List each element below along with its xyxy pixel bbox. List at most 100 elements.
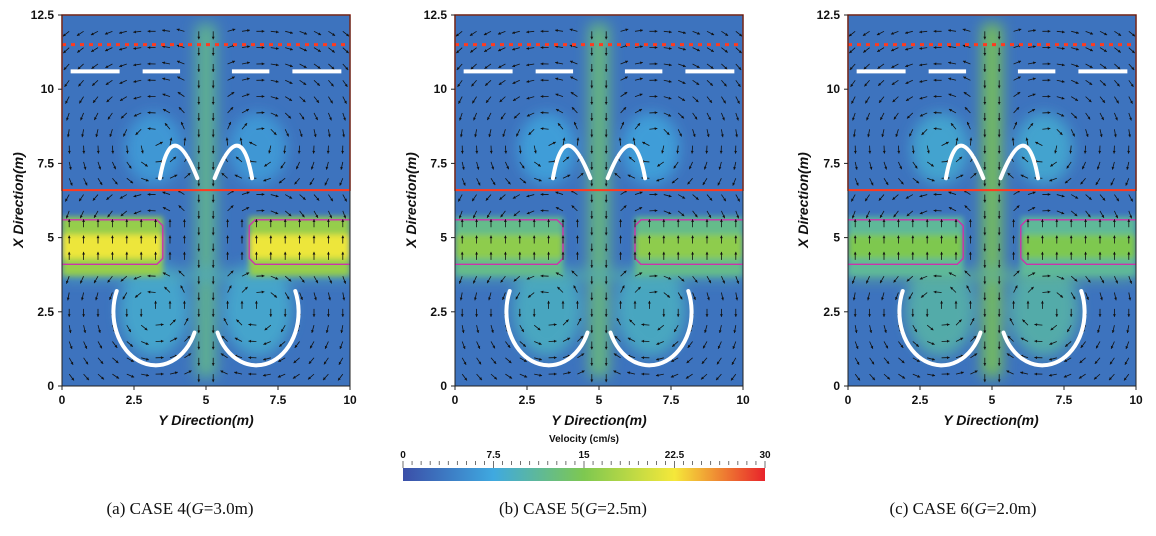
vector-arrowhead xyxy=(244,286,248,290)
opening-outline xyxy=(848,219,964,266)
vector-arrowhead xyxy=(997,265,1001,268)
vector-arrowhead xyxy=(621,121,625,125)
y-axis-label: X Direction(m) xyxy=(403,152,419,249)
vector-arrowhead xyxy=(70,361,74,365)
vector-arrowhead xyxy=(633,235,637,239)
vector-arrowhead xyxy=(997,167,1001,170)
vector-arrowhead xyxy=(948,191,952,195)
vector-arrowhead xyxy=(604,85,608,89)
vector-arrowhead xyxy=(604,281,608,285)
vector-arrowhead xyxy=(65,100,68,104)
colorbar-tick-label: 0 xyxy=(400,450,406,461)
vector-arrowhead xyxy=(109,297,112,300)
vector-arrowhead xyxy=(220,353,224,357)
vector-arrowhead xyxy=(182,235,186,239)
vector-arrowhead xyxy=(676,314,680,317)
vector-arrowhead xyxy=(902,375,906,379)
vector-arrowhead xyxy=(1116,83,1120,87)
vector-arrowhead xyxy=(1055,235,1059,239)
vector-arrowhead xyxy=(557,123,561,127)
vector-arrowhead xyxy=(326,219,330,222)
vector-arrowhead xyxy=(962,60,966,64)
vector-arrowhead xyxy=(197,183,201,187)
vector-arrowhead xyxy=(604,363,608,366)
vector-arrowhead xyxy=(114,344,118,348)
vector-arrowhead xyxy=(916,359,920,362)
vector-arrowhead xyxy=(211,216,215,219)
vector-arrowhead xyxy=(232,60,236,64)
vector-arrowhead xyxy=(983,314,987,317)
vector-arrowhead xyxy=(983,53,987,56)
vector-arrowhead xyxy=(946,356,950,360)
y-tick-label: 7.5 xyxy=(430,156,447,170)
vector-arrowhead xyxy=(940,219,944,222)
vector-arrowhead xyxy=(269,235,273,239)
vector-arrowhead xyxy=(647,235,651,239)
upper-arrow xyxy=(943,143,986,181)
vector-arrowhead xyxy=(105,65,109,68)
vector-arrowhead xyxy=(197,53,201,56)
vector-arrowhead xyxy=(503,251,507,255)
vector-arrowhead xyxy=(1098,219,1102,222)
upper-arrow xyxy=(157,143,200,181)
vector-arrowhead xyxy=(522,343,526,347)
vector-arrowhead xyxy=(590,118,594,121)
vector-arrowhead xyxy=(964,205,968,209)
vector-arrowhead xyxy=(856,361,860,365)
vector-arrowhead xyxy=(317,49,321,52)
panel-case-4: X Direction(m) Y Direction(m) (a) CASE 4… xyxy=(10,8,357,518)
vector-arrowhead xyxy=(133,276,137,280)
vector-arrowhead xyxy=(1111,330,1115,333)
vector-arrowhead xyxy=(672,343,676,347)
vector-arrowhead xyxy=(900,344,904,348)
vector-arrowhead xyxy=(323,361,327,365)
vector-arrowhead xyxy=(532,219,536,222)
vector-arrowhead xyxy=(538,178,542,182)
vector-arrowhead xyxy=(459,134,463,138)
vector-arrowhead xyxy=(571,107,575,111)
vector-arrowhead xyxy=(280,165,284,169)
vector-arrowhead xyxy=(473,117,476,121)
vector-arrowhead xyxy=(85,361,89,365)
vector-arrowhead xyxy=(498,65,502,68)
vector-arrowhead xyxy=(553,339,557,343)
vector-arrowhead xyxy=(92,197,96,201)
vortex-zone-lower xyxy=(1009,261,1079,357)
vector-arrowhead xyxy=(1110,182,1114,186)
vector-arrowhead xyxy=(1006,353,1010,357)
velocity-vectors xyxy=(62,28,350,383)
vector-arrowhead xyxy=(261,95,265,98)
vector-arrowhead xyxy=(654,290,658,294)
vector-arrowhead xyxy=(455,33,459,37)
vector-arrowhead xyxy=(68,166,72,170)
vector-arrowhead xyxy=(341,150,345,154)
vector-arrowhead xyxy=(168,300,172,304)
vector-arrowhead xyxy=(1102,99,1105,103)
vector-arrowhead xyxy=(185,318,189,322)
vector-arrowhead xyxy=(895,133,899,137)
vector-arrowhead xyxy=(83,330,87,333)
vector-arrowhead xyxy=(147,62,151,66)
vortex-zone-lower xyxy=(119,261,189,357)
vector-arrowhead xyxy=(532,251,536,255)
jet-zone xyxy=(588,23,610,378)
vector-arrowhead xyxy=(329,215,332,219)
vector-arrowhead xyxy=(580,172,584,176)
vector-arrowhead xyxy=(526,211,530,215)
vector-arrowhead xyxy=(997,232,1001,236)
vector-arrowhead xyxy=(983,330,987,334)
vector-arrowhead xyxy=(261,29,265,33)
vector-arrowhead xyxy=(590,150,594,154)
vector-arrowhead xyxy=(133,96,137,100)
panel-case-6: X Direction(m) Y Direction(m) (c) CASE 6… xyxy=(795,8,1143,518)
vector-arrowhead xyxy=(301,116,305,120)
vector-arrowhead xyxy=(983,363,987,366)
vector-arrowhead xyxy=(125,251,129,255)
vector-arrowhead xyxy=(896,219,900,222)
vector-arrowhead xyxy=(234,174,238,178)
vector-arrowhead xyxy=(316,197,320,201)
vector-arrowhead xyxy=(489,314,493,317)
vector-arrowhead xyxy=(865,198,868,202)
vector-arrowhead xyxy=(1009,318,1013,322)
vector-arrowhead xyxy=(604,101,608,105)
